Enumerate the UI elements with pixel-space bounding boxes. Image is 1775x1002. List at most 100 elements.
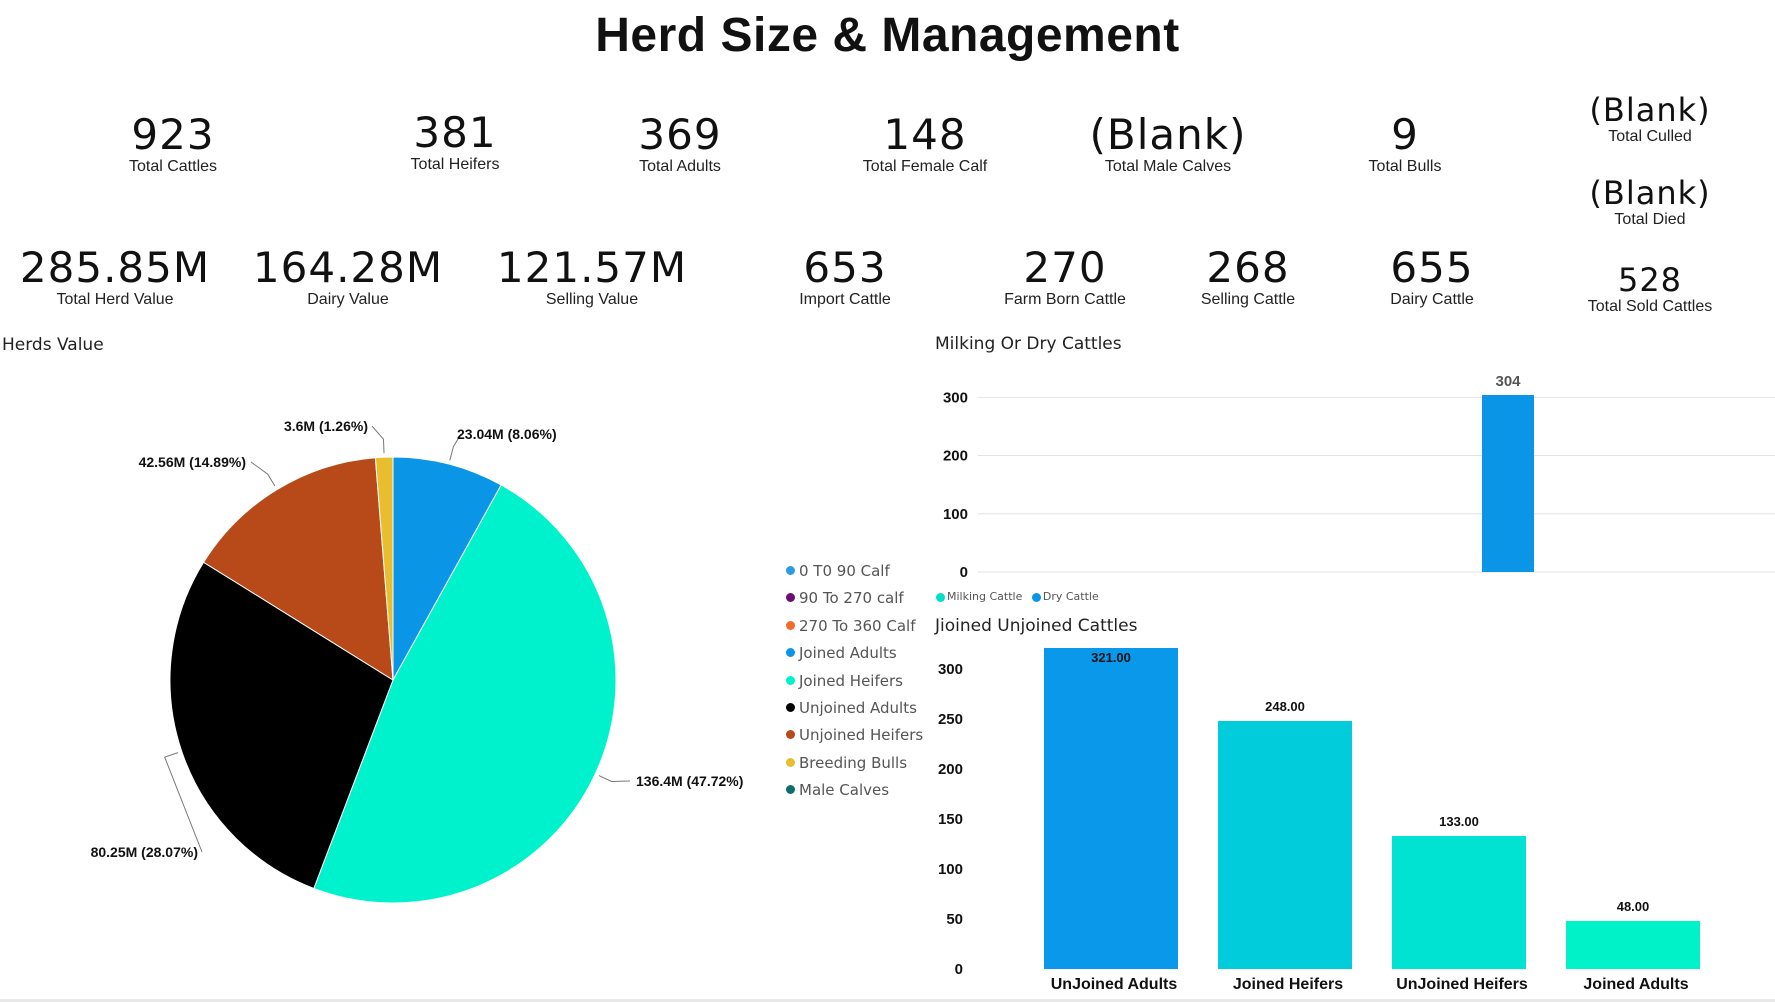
pie-data-label: 42.56M (14.89%) — [139, 454, 246, 470]
kpi-selling-cattle[interactable]: 268 Selling Cattle — [1201, 245, 1295, 309]
bar-unjoined-adults[interactable] — [1044, 648, 1178, 969]
legend-label: Joined Adults — [799, 644, 897, 663]
pie-slice-joined-heifers[interactable] — [313, 484, 617, 904]
legend-dot — [786, 648, 795, 658]
kpi-label: Farm Born Cattle — [1004, 291, 1126, 308]
pie-leader-line — [598, 775, 631, 783]
kpi-value: 369 — [638, 110, 722, 159]
pie-data-label: 3.6M (1.26%) — [284, 418, 368, 434]
kpi-import-cattle[interactable]: 653 Import Cattle — [799, 245, 891, 309]
y-tick-label: 50 — [946, 911, 963, 928]
pie-slice-unjoined-heifers[interactable] — [202, 457, 394, 681]
kpi-label: Total Culled — [1608, 128, 1692, 145]
kpi-total-male-calves[interactable]: (Blank) Total Male Calves — [1090, 112, 1247, 176]
pie-slice-joined-adults[interactable] — [392, 456, 502, 682]
kpi-selling-value[interactable]: 121.57M Selling Value — [497, 245, 687, 309]
kpi-farm-born-cattle[interactable]: 270 Farm Born Cattle — [1004, 245, 1126, 309]
x-category-label: UnJoined Adults — [1051, 976, 1178, 993]
kpi-label: Total Heifers — [410, 156, 500, 173]
kpi-total-bulls[interactable]: 9 Total Bulls — [1369, 112, 1442, 176]
legend-dot — [786, 785, 795, 795]
bar-data-label: 133.00 — [1439, 814, 1479, 829]
joined-chart-title: Jioined Unjoined Cattles — [935, 616, 1138, 636]
dry-legend-item[interactable]: Dry Cattle — [1031, 590, 1099, 603]
kpi-dairy-cattle[interactable]: 655 Dairy Cattle — [1390, 245, 1474, 309]
legend-item-unjoined-adults[interactable]: Unjoined Adults — [786, 699, 917, 717]
pie-slice-unjoined-adults[interactable] — [169, 561, 394, 890]
kpi-dairy-value[interactable]: 164.28M Dairy Value — [253, 245, 443, 309]
kpi-label: Total Died — [1614, 211, 1686, 228]
kpi-value: 164.28M — [252, 243, 444, 292]
bar-dry-cattle[interactable] — [1482, 395, 1535, 572]
kpi-label: Total Bulls — [1368, 158, 1442, 175]
kpi-value: 653 — [803, 243, 887, 292]
legend-dot — [936, 592, 945, 602]
legend-dot — [786, 593, 795, 603]
legend-dot — [1031, 592, 1041, 602]
legend-item-90-to-270-calf[interactable]: 90 To 270 calf — [786, 589, 904, 607]
y-tick-label: 200 — [938, 761, 963, 778]
milking-legend-item[interactable]: Milking Cattle — [936, 590, 1022, 603]
bar-unjoined-heifers[interactable] — [1392, 836, 1526, 969]
bar-data-label: 304 — [1495, 373, 1521, 390]
y-tick-label: 100 — [943, 506, 968, 523]
kpi-value: 268 — [1206, 243, 1290, 292]
kpi-total-herd-value[interactable]: 285.85M Total Herd Value — [20, 245, 210, 309]
kpi-total-died[interactable]: (Blank) Total Died — [1589, 175, 1710, 229]
kpi-total-sold-cattles[interactable]: 528 Total Sold Cattles — [1588, 262, 1713, 316]
pie-leader-line — [449, 433, 462, 461]
legend-label: Male Calves — [799, 781, 890, 800]
legend-item-0-t0-90-calf[interactable]: 0 T0 90 Calf — [786, 562, 890, 580]
kpi-value: 148 — [883, 110, 967, 159]
kpi-value: 285.85M — [19, 243, 211, 292]
bar-joined-adults[interactable] — [1566, 921, 1700, 969]
pie-data-label: 23.04M (8.06%) — [457, 426, 557, 442]
y-tick-label: 250 — [938, 711, 963, 728]
legend-item-joined-adults[interactable]: Joined Adults — [786, 644, 897, 662]
kpi-total-heifers[interactable]: 381 Total Heifers — [411, 110, 500, 174]
bar-data-label: 48.00 — [1617, 899, 1650, 914]
legend-item-unjoined-heifers[interactable]: Unjoined Heifers — [786, 726, 923, 744]
x-category-label: Joined Adults — [1583, 976, 1688, 993]
legend-label: 270 To 360 Calf — [799, 616, 916, 635]
legend-dot — [786, 757, 795, 767]
legend-dot — [786, 620, 795, 630]
kpi-total-culled[interactable]: (Blank) Total Culled — [1589, 92, 1710, 146]
pie-data-label: 80.25M (28.07%) — [91, 844, 198, 860]
legend-item-breeding-bulls[interactable]: Breeding Bulls — [786, 754, 907, 772]
bar-joined-heifers[interactable] — [1218, 721, 1352, 969]
kpi-value: 381 — [413, 108, 497, 157]
kpi-value: 923 — [131, 110, 215, 159]
y-tick-label: 0 — [960, 564, 968, 580]
milking-dry-bar-chart[interactable]: 0 100 200 300 304 — [930, 360, 1775, 580]
kpi-value: 655 — [1390, 243, 1474, 292]
milking-legend: Milking Cattle Dry Cattle — [936, 590, 1099, 603]
pie-data-label: 136.4M (47.72%) — [636, 773, 743, 789]
legend-label: 0 T0 90 Calf — [799, 562, 890, 580]
legend-item-joined-heifers[interactable]: Joined Heifers — [786, 672, 903, 690]
kpi-total-female-calf[interactable]: 148 Total Female Calf — [863, 112, 988, 176]
pie-leader-line — [371, 425, 385, 454]
legend-item-270-to-360-calf[interactable]: 270 To 360 Calf — [786, 617, 915, 635]
kpi-label: Selling Value — [545, 291, 639, 308]
kpi-label: Dairy Cattle — [1390, 291, 1474, 308]
kpi-total-adults[interactable]: 369 Total Adults — [638, 112, 721, 176]
legend-label: Breeding Bulls — [799, 753, 908, 772]
legend-label: 90 To 270 calf — [799, 589, 904, 608]
kpi-label: Total Female Calf — [862, 158, 988, 175]
kpi-value: 121.57M — [496, 243, 688, 292]
pie-slice-breeding-bulls[interactable] — [374, 456, 394, 681]
legend-label: Unjoined Heifers — [799, 726, 924, 745]
milking-chart-title: Milking Or Dry Cattles — [935, 334, 1122, 354]
kpi-label: Total Herd Value — [56, 291, 174, 308]
y-tick-label: 200 — [943, 448, 968, 465]
legend-item-male-calves[interactable]: Male Calves — [786, 781, 889, 799]
herds-value-pie-chart[interactable]: 23.04M (8.06%) 136.4M (47.72%) 80.25M (28.… — [0, 360, 780, 940]
legend-label: Unjoined Adults — [799, 699, 917, 717]
kpi-total-cattles[interactable]: 923 Total Cattles — [129, 112, 217, 176]
legend-label: Joined Heifers — [799, 671, 903, 690]
kpi-label: Total Male Calves — [1104, 158, 1232, 175]
joined-unjoined-bar-chart[interactable]: 0 50 100 150 200 250 300 321.00 UnJoined Adults 2… — [930, 640, 1775, 995]
bar-data-label: 248.00 — [1265, 699, 1305, 714]
x-category-label: UnJoined Heifers — [1396, 976, 1528, 993]
